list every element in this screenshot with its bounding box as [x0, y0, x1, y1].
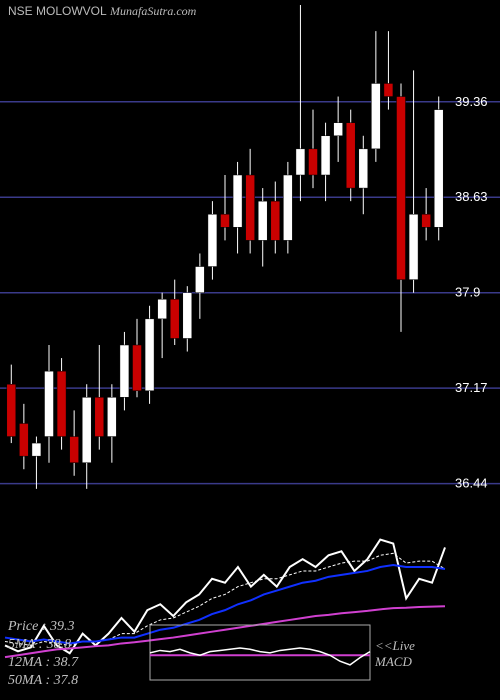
candle-body: [107, 397, 116, 436]
candle-body: [57, 371, 66, 436]
candle-body: [422, 214, 431, 227]
price-level-label: 36.44: [455, 476, 488, 491]
candle-body: [170, 299, 179, 338]
info-line-1: 5MA : 38.8: [8, 637, 71, 652]
price-level-label: 38.63: [455, 189, 488, 204]
macd-label-2: MACD: [374, 654, 412, 669]
candle-body: [346, 123, 355, 188]
symbol-label: NSE MOLOWVOL: [8, 4, 107, 18]
candle-body: [145, 319, 154, 391]
candle-body: [183, 293, 192, 339]
candle-body: [359, 149, 368, 188]
candle-body: [334, 123, 343, 136]
candle-body: [434, 110, 443, 228]
info-line-0: Price : 39.3: [7, 619, 74, 634]
candle-body: [120, 345, 129, 397]
candle-body: [384, 83, 393, 96]
chart-svg: NSE MOLOWVOLMunafaSutra.com 39.36 38.63 37.…: [0, 0, 500, 700]
candle-body: [271, 201, 280, 240]
candle-body: [371, 83, 380, 148]
candle-body: [296, 149, 305, 175]
candle-body: [309, 149, 318, 175]
candle-body: [409, 214, 418, 279]
candle-body: [95, 397, 104, 436]
candle-body: [133, 345, 142, 391]
candle-body: [258, 201, 267, 240]
candle-body: [82, 397, 91, 462]
source-label: MunafaSutra.com: [109, 4, 197, 18]
macd-label-1: <<Live: [375, 638, 415, 653]
chart-background: [0, 0, 500, 700]
candle-body: [7, 384, 16, 436]
candle-body: [233, 175, 242, 227]
candle-body: [246, 175, 255, 240]
price-level-label: 39.36: [455, 94, 488, 109]
candle-body: [19, 423, 28, 456]
candle-body: [221, 214, 230, 227]
candle-body: [321, 136, 330, 175]
stock-chart: NSE MOLOWVOLMunafaSutra.com 39.36 38.63 37.…: [0, 0, 500, 700]
candle-body: [45, 371, 54, 436]
price-level-label: 37.17: [455, 380, 488, 395]
candle-body: [208, 214, 217, 266]
candle-body: [283, 175, 292, 240]
candle-body: [70, 437, 79, 463]
price-level-label: 37.9: [455, 285, 480, 300]
info-line-3: 50MA : 37.8: [8, 673, 78, 688]
info-line-2: 12MA : 38.7: [8, 655, 79, 670]
candle-body: [158, 299, 167, 319]
candle-body: [195, 267, 204, 293]
candle-body: [397, 97, 406, 280]
candle-body: [32, 443, 41, 456]
